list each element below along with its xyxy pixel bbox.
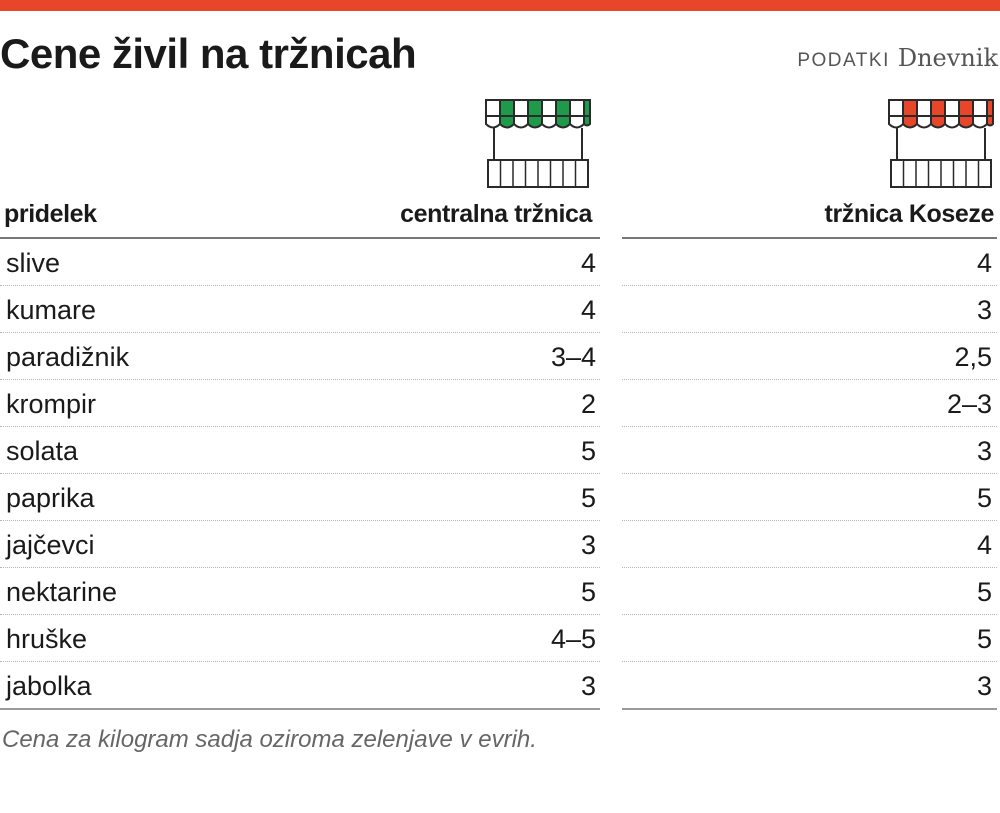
row-divider-right — [622, 426, 997, 427]
table-row: kumare 4 3 — [0, 287, 1000, 334]
row-divider-left — [0, 614, 600, 615]
row-divider-left — [0, 332, 600, 333]
row-divider-right — [622, 473, 997, 474]
koseze-price: 4 — [976, 248, 992, 278]
bottom-rule-left — [0, 708, 600, 710]
bottom-rule-right — [622, 708, 997, 710]
koseze-price: 5 — [976, 624, 992, 654]
product-name: nektarine — [6, 577, 118, 607]
table-row: jabolka 3 3 — [0, 663, 1000, 710]
central-price: 2 — [580, 389, 596, 419]
koseze-price: 5 — [976, 577, 992, 607]
market-stall-red-icon — [887, 98, 995, 195]
row-divider-right — [622, 332, 997, 333]
header-koseze: tržnica Koseze — [824, 200, 995, 228]
central-price: 5 — [580, 436, 596, 466]
product-name: krompir — [6, 389, 97, 419]
row-divider-right — [622, 285, 997, 286]
product-name: kumare — [6, 295, 97, 325]
table-row: krompir 2 2–3 — [0, 381, 1000, 428]
footnote: Cena za kilogram sadja oziroma zelenjave… — [2, 726, 537, 753]
central-price: 4 — [580, 248, 596, 278]
row-divider-right — [622, 614, 997, 615]
central-price: 3 — [580, 671, 596, 701]
stall-central-svg — [485, 99, 591, 188]
header-central: centralna tržnica — [400, 200, 592, 228]
koseze-price: 3 — [976, 436, 992, 466]
row-divider-right — [622, 379, 997, 380]
source-brand: Dnevnik — [897, 44, 998, 72]
product-name: hruške — [6, 624, 88, 654]
koseze-price: 5 — [976, 483, 992, 513]
central-price: 4–5 — [550, 624, 596, 654]
page-title: Cene živil na tržnicah — [0, 30, 417, 77]
table-row: slive 4 4 — [0, 240, 1000, 287]
header-rule-left — [0, 237, 600, 239]
row-divider-left — [0, 426, 600, 427]
top-accent-bar — [0, 0, 1000, 11]
koseze-price: 2–3 — [946, 389, 992, 419]
table-row: paradižnik 3–4 2,5 — [0, 334, 1000, 381]
koseze-price: 2,5 — [954, 342, 992, 372]
row-divider-left — [0, 661, 600, 662]
header-rule-right — [622, 237, 997, 239]
row-divider-left — [0, 520, 600, 521]
koseze-price: 3 — [976, 671, 992, 701]
central-price: 3 — [580, 530, 596, 560]
product-name: slive — [6, 248, 61, 278]
row-divider-right — [622, 567, 997, 568]
product-name: jabolka — [6, 671, 92, 701]
product-name: jajčevci — [6, 530, 95, 560]
table-row: jajčevci 3 4 — [0, 522, 1000, 569]
stall-koseze-svg — [888, 99, 994, 188]
row-divider-left — [0, 567, 600, 568]
koseze-price: 4 — [976, 530, 992, 560]
row-divider-left — [0, 473, 600, 474]
row-divider-left — [0, 285, 600, 286]
row-divider-right — [622, 661, 997, 662]
central-price: 5 — [580, 577, 596, 607]
source-label: PODATKI — [797, 50, 890, 71]
product-name: paprika — [6, 483, 95, 513]
koseze-price: 3 — [976, 295, 992, 325]
table-row: hruške 4–5 5 — [0, 616, 1000, 663]
central-price: 4 — [580, 295, 596, 325]
product-name: paradižnik — [6, 342, 130, 372]
header-product: pridelek — [4, 200, 97, 228]
table-row: nektarine 5 5 — [0, 569, 1000, 616]
source-credit: PODATKI Dnevnik — [797, 44, 998, 72]
central-price: 3–4 — [550, 342, 596, 372]
table-row: solata 5 3 — [0, 428, 1000, 475]
row-divider-left — [0, 379, 600, 380]
central-price: 5 — [580, 483, 596, 513]
row-divider-right — [622, 520, 997, 521]
product-name: solata — [6, 436, 79, 466]
market-stall-green-icon — [484, 98, 592, 195]
table-row: paprika 5 5 — [0, 475, 1000, 522]
